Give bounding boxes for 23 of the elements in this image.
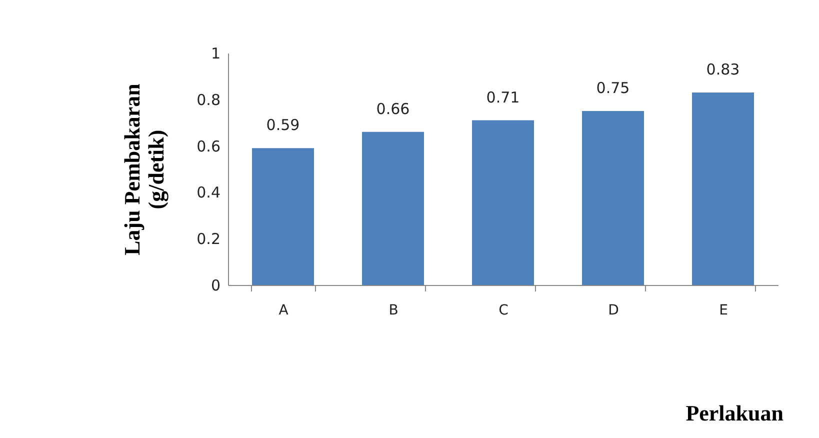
bar — [692, 92, 754, 285]
data-label: 0.83 — [706, 60, 740, 78]
data-label: 0.71 — [486, 88, 520, 106]
y-tick-label: 0.6 — [196, 137, 220, 156]
y-axis-title: Laju Pembakaran (g/detik) — [120, 84, 169, 256]
y-tick-label: 0.4 — [196, 184, 220, 202]
x-tick-label: D — [608, 302, 619, 318]
y-tick-label: 0.8 — [196, 90, 220, 109]
y-tick-label: 1 — [210, 44, 220, 62]
data-label: 0.66 — [376, 100, 410, 118]
bar — [252, 148, 314, 285]
bar — [582, 111, 644, 285]
x-tick-label: B — [388, 302, 398, 318]
x-tick-label: A — [278, 302, 289, 318]
y-tick-label: 0 — [210, 276, 220, 294]
bar — [362, 132, 424, 285]
bar — [472, 120, 534, 285]
y-tick-label: 0.2 — [196, 230, 220, 248]
data-label: 0.59 — [266, 116, 300, 134]
data-label: 0.75 — [596, 79, 630, 97]
x-tick-label: E — [719, 302, 728, 318]
x-tick-label: C — [498, 302, 509, 318]
x-axis-title: Perlakuan — [686, 400, 784, 426]
